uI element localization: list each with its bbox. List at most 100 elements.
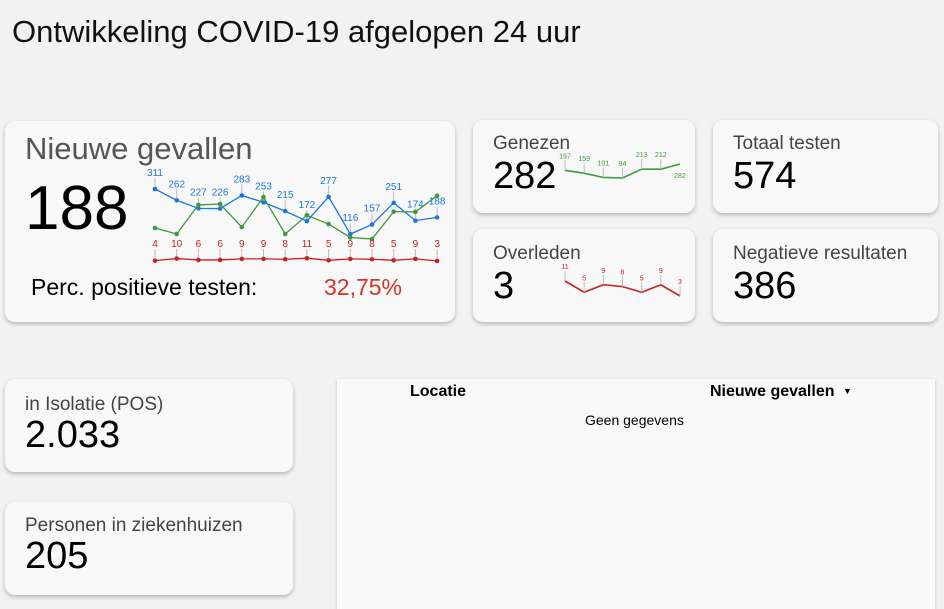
new-cases-card: Nieuwe gevallen 188 Perc. positieve test… (5, 121, 455, 322)
data-point (282, 231, 288, 237)
data-point (304, 218, 310, 224)
data-label: 188 (429, 196, 446, 207)
data-label: 3 (434, 239, 440, 250)
series-line-genezen (154, 195, 438, 240)
caret-down-icon: ▼ (842, 386, 852, 396)
negative-results-card: Negatieve resultaten 386 (713, 229, 938, 322)
negative-results-value: 386 (733, 265, 797, 307)
data-point (326, 194, 331, 200)
data-point (369, 236, 375, 242)
data-label: 11 (302, 239, 313, 250)
data-label: 9 (239, 239, 245, 250)
data-label: 8 (282, 239, 288, 250)
column-header-location[interactable]: Locatie (410, 383, 467, 400)
data-label: 9 (659, 268, 663, 275)
data-label: 311 (147, 168, 163, 179)
series-line-nieuwe-gevallen (154, 188, 438, 235)
page-title: Ontwikkeling COVID-19 afgelopen 24 uur (12, 14, 581, 49)
data-point (239, 224, 245, 230)
data-label: 5 (326, 239, 332, 250)
data-point (152, 258, 158, 263)
hospital-label: Personen in ziekenhuizen (25, 515, 243, 536)
data-point (261, 256, 266, 262)
data-point (434, 193, 440, 198)
data-point (282, 256, 288, 262)
data-label: 4 (152, 239, 158, 250)
data-label: 5 (640, 275, 644, 282)
data-point (348, 231, 353, 237)
data-label: 116 (342, 213, 358, 224)
isolation-label: in Isolatie (POS) (25, 394, 164, 415)
data-point (348, 256, 353, 262)
new-cases-value: 188 (25, 174, 129, 243)
data-label: 197 (559, 153, 571, 160)
data-label: 8 (369, 239, 375, 250)
total-tests-card: Totaal testen 574 (713, 120, 938, 213)
data-label: 9 (413, 239, 419, 250)
data-point (369, 256, 375, 262)
hospital-card: Personen in ziekenhuizen 205 (5, 502, 293, 595)
data-label: 10 (171, 239, 183, 250)
data-point (348, 235, 353, 240)
data-point (174, 231, 179, 237)
deaths-value: 3 (493, 265, 515, 307)
data-label: 251 (385, 182, 402, 193)
data-point (239, 256, 245, 262)
total-tests-value: 574 (733, 155, 797, 197)
series-line-overleden (154, 257, 438, 262)
data-point (391, 209, 396, 214)
data-point (174, 198, 179, 203)
data-point (434, 258, 440, 264)
data-point (282, 208, 288, 214)
total-tests-label: Totaal testen (733, 133, 841, 154)
data-label: 11 (561, 264, 568, 271)
data-point (304, 213, 310, 218)
recovered-sparkline: 197 159 101 94 213 212 282 (559, 152, 686, 180)
data-label: 9 (261, 239, 267, 250)
data-point (152, 186, 158, 192)
recovered-card: Genezen 282 197 159 101 94 213 212 282 (473, 120, 695, 213)
deaths-label: Overleden (493, 243, 581, 264)
data-point (369, 222, 375, 227)
data-point (261, 194, 266, 200)
data-point (413, 256, 418, 262)
data-label: 253 (255, 181, 272, 192)
data-point (217, 206, 223, 211)
data-label: 9 (348, 239, 354, 250)
data-label: 212 (655, 152, 667, 159)
data-point (239, 193, 245, 198)
data-point (217, 201, 223, 207)
data-label: 277 (320, 176, 337, 187)
data-label: 215 (277, 190, 294, 201)
data-label: 5 (582, 275, 586, 282)
data-point (304, 255, 310, 261)
data-label: 213 (636, 152, 648, 159)
deaths-sparkline: 11 5 9 8 5 9 3 (561, 264, 682, 297)
data-point (152, 225, 158, 231)
data-label: 174 (407, 200, 424, 211)
data-point (391, 258, 396, 263)
column-header-new-cases-label: Nieuwe gevallen (710, 383, 835, 400)
data-label: 159 (578, 156, 590, 163)
negative-results-label: Negatieve resultaten (733, 243, 908, 264)
data-label: 226 (212, 188, 229, 199)
data-label: 172 (299, 200, 316, 211)
data-point (391, 200, 396, 206)
data-label: 157 (364, 204, 381, 215)
data-point (196, 257, 201, 263)
data-label: 227 (190, 187, 207, 198)
data-point (434, 215, 440, 220)
new-cases-label: Nieuwe gevallen (25, 131, 253, 166)
data-label: 5 (391, 239, 397, 250)
column-header-new-cases[interactable]: Nieuwe gevallen ▼ (710, 383, 852, 401)
data-label: 8 (621, 270, 625, 277)
data-label: 6 (217, 239, 223, 250)
data-label: 9 (601, 268, 605, 275)
data-point (174, 256, 179, 261)
location-table: Locatie Nieuwe gevallen ▼ Geen gegevens (337, 379, 935, 609)
data-point (413, 209, 418, 215)
data-point (413, 218, 418, 223)
data-label: 94 (619, 161, 627, 168)
isolation-value: 2.033 (25, 414, 121, 456)
